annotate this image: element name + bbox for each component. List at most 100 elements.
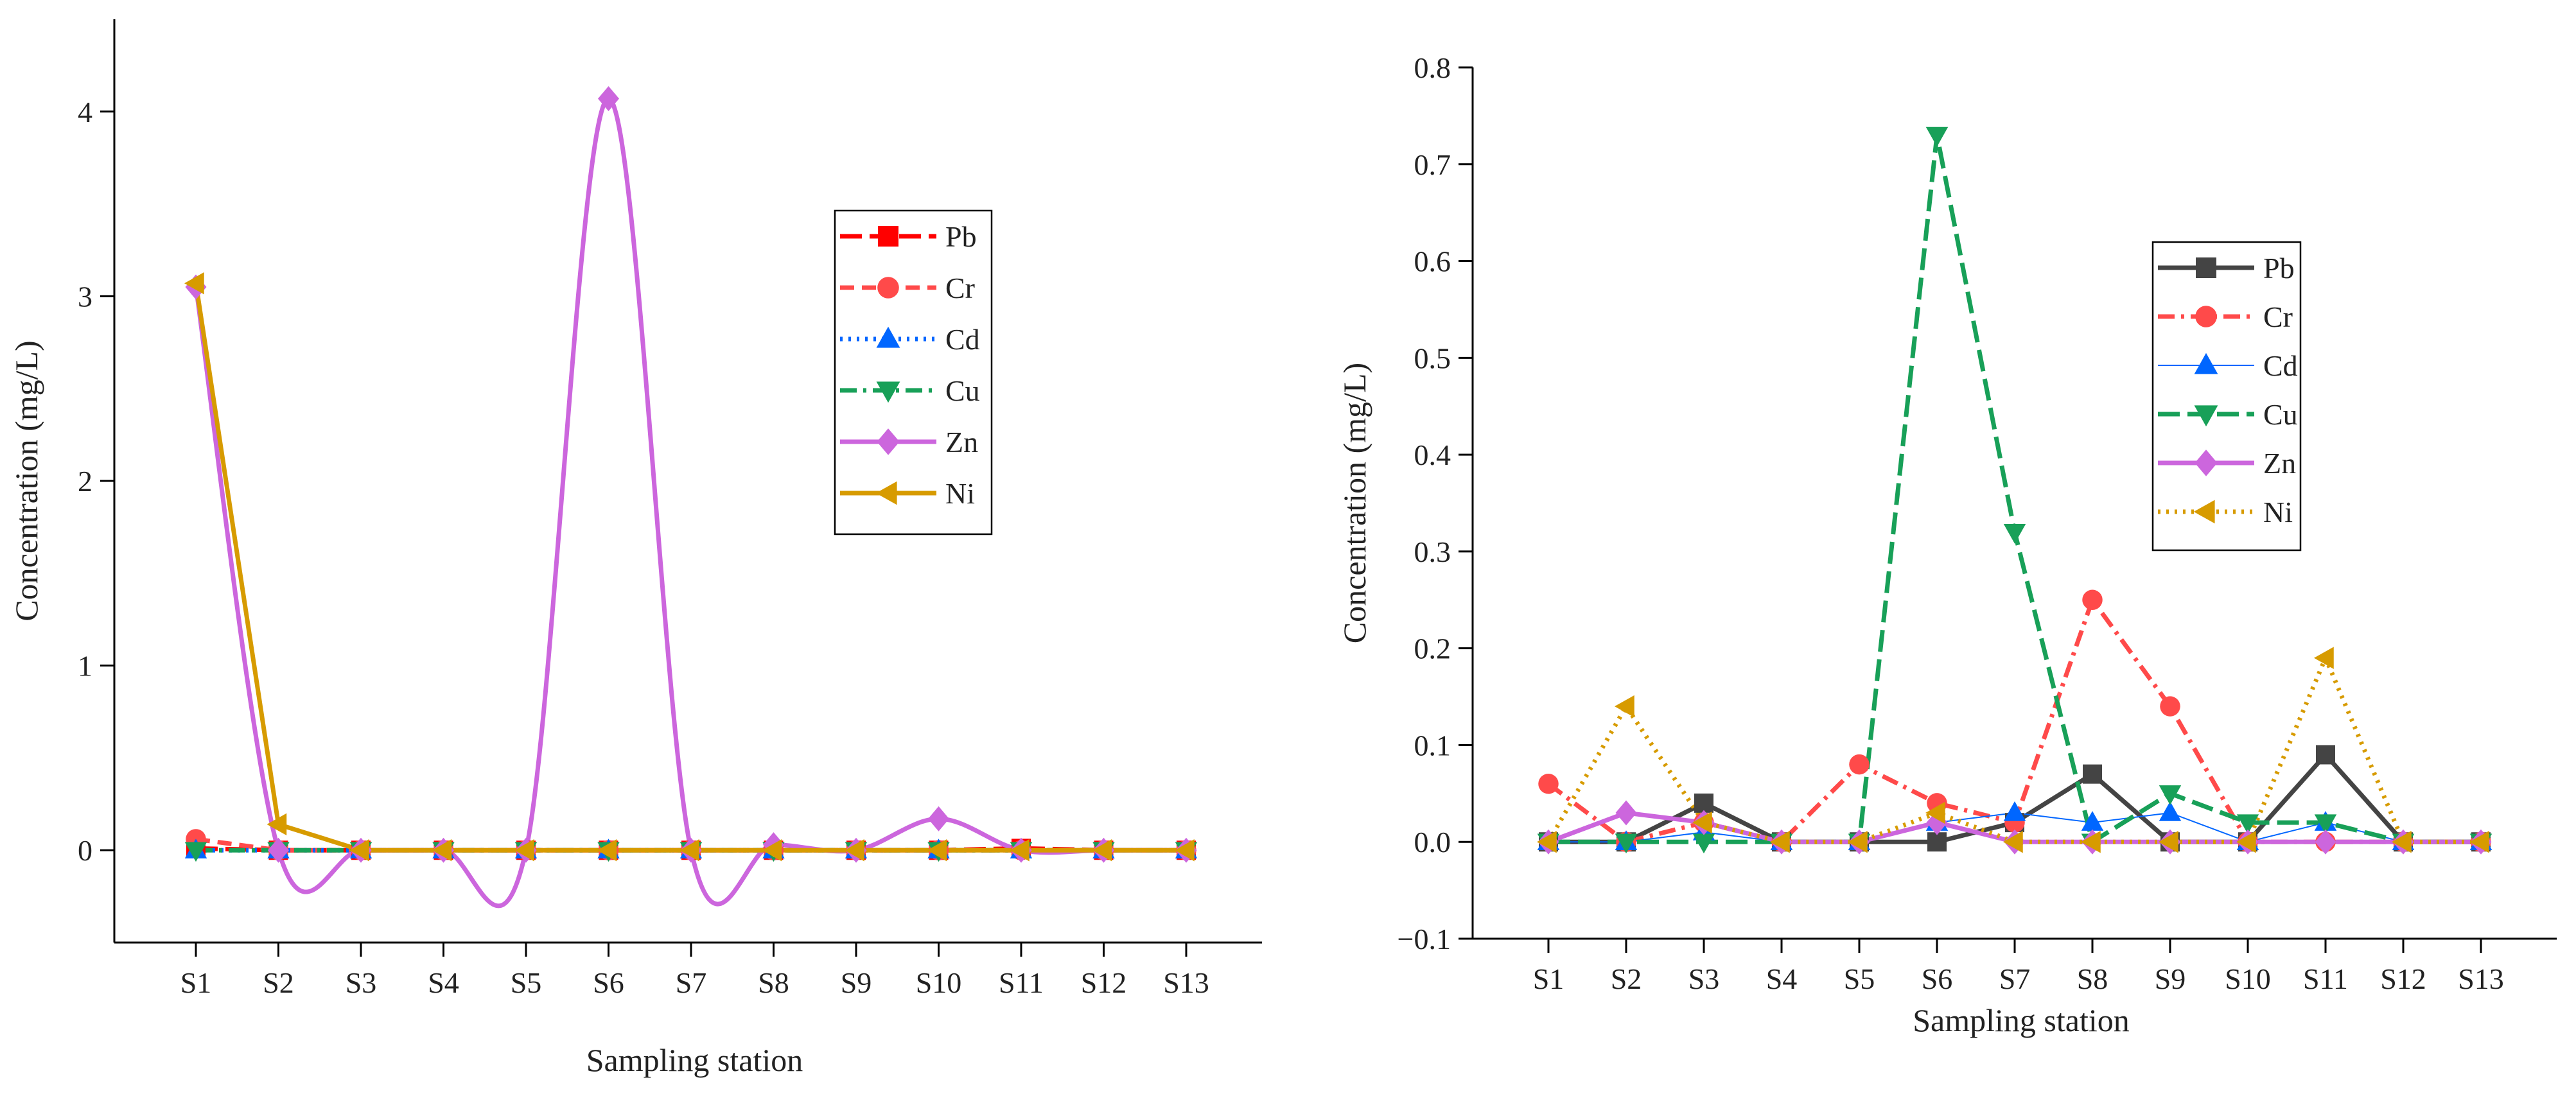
point-cd (2159, 801, 2182, 821)
point-cu (2003, 523, 2026, 544)
legend-label-cu: Cu (945, 374, 980, 407)
point-cu (2236, 814, 2259, 835)
point-ni (2236, 830, 2256, 853)
legend-box (834, 209, 993, 535)
series-line-ni (193, 283, 1186, 853)
x-tick-label: S2 (263, 966, 294, 999)
x-tick-label: S3 (1688, 962, 1720, 995)
y-axis-title: Concentration (mg/L) (1336, 363, 1372, 643)
y-tick-label: 4 (78, 96, 92, 128)
x-tick-label: S12 (2380, 962, 2426, 995)
point-ni (2469, 830, 2489, 853)
point-ni (2003, 830, 2023, 853)
series-line-cu (1548, 133, 2481, 844)
chart-right-panel: −0.1 0.0 0.1 0.2 0.3 0.4 0.5 0.6 0.7 0.8 S1 S2 S3 S4 S… (1336, 51, 2557, 1038)
point-zn (268, 837, 289, 863)
legend-marker-cu (2194, 405, 2218, 427)
x-tick-label: S9 (841, 966, 872, 999)
point-ni (1925, 801, 1945, 824)
y-tick-label: 0.7 (1414, 148, 1451, 181)
y-tick-label: −0.1 (1398, 923, 1451, 955)
y-tick-label: 0.2 (1414, 632, 1451, 665)
point-ni (2392, 830, 2412, 853)
x-tick-label: S5 (1844, 962, 1875, 995)
y-tick-label: 2 (78, 465, 92, 498)
x-tick-label: S6 (593, 966, 624, 999)
x-tick-label: S10 (2225, 962, 2271, 995)
legend-label-cr: Cr (945, 272, 975, 304)
y-tick-label: 0.6 (1414, 245, 1451, 278)
legend-marker-pb (2196, 257, 2216, 278)
point-ni (2159, 830, 2178, 853)
point-cu (184, 842, 207, 862)
point-zn (2315, 829, 2336, 855)
legend-marker-cu (876, 381, 900, 403)
plot-area (1546, 133, 2481, 844)
legend-marker-pb (878, 226, 898, 247)
legend-marker-cd (876, 326, 900, 348)
point-ni (2314, 647, 2334, 669)
point-cu (2159, 785, 2182, 805)
legend-label-cu: Cu (2263, 398, 2298, 431)
point-ni (432, 839, 452, 862)
point-ni (267, 813, 287, 836)
legend-marker-cr (2195, 306, 2217, 327)
legend-marker-ni (2193, 500, 2215, 524)
legend-label-pb: Pb (2263, 252, 2295, 284)
point-ni (349, 839, 369, 862)
y-tick-label: 0.4 (1414, 439, 1451, 471)
legend-label-zn: Zn (2263, 447, 2296, 480)
y-tick-label: 0 (78, 834, 92, 867)
point-ni (2081, 830, 2101, 853)
point-ni (1537, 830, 1557, 853)
y-tick-label: 0.8 (1414, 51, 1451, 84)
legend: Pb Cr Cd Cu Zn Ni (2151, 241, 2302, 552)
point-pb (2316, 745, 2335, 765)
point-ni (1010, 839, 1030, 862)
legend: Pb Cr Cd Cu Zn Ni (834, 209, 993, 535)
x-tick-label: S7 (676, 966, 707, 999)
x-tick-label: S1 (180, 966, 212, 999)
x-tick-label: S11 (2303, 962, 2348, 995)
point-ni (762, 839, 782, 862)
x-axis-title: Sampling station (586, 1042, 803, 1078)
point-ni (679, 839, 699, 862)
x-tick-label: S12 (1081, 966, 1127, 999)
x-tick-label: S13 (2458, 962, 2504, 995)
x-tick-label: S4 (428, 966, 459, 999)
x-axis-title: Sampling station (1913, 1002, 2130, 1038)
point-ni (1692, 811, 1712, 834)
point-ni (845, 839, 864, 862)
point-cd (2081, 811, 2104, 831)
x-tick-label: S4 (1766, 962, 1798, 995)
point-pb (2083, 764, 2102, 784)
point-ni (927, 839, 947, 862)
legend-label-cr: Cr (2263, 300, 2293, 333)
x-tick-label: S9 (2155, 962, 2186, 995)
y-tick-label: 0.1 (1414, 729, 1451, 761)
legend-marker-ni (875, 481, 897, 505)
point-ni (1615, 695, 1634, 718)
point-zn (598, 86, 619, 112)
legend-marker-zn (2195, 449, 2218, 476)
y-tick-label: 1 (78, 650, 92, 683)
x-tick-label: S10 (916, 966, 962, 999)
legend-marker-cr (877, 277, 899, 299)
x-tick-label: S6 (1922, 962, 1953, 995)
point-ni (184, 272, 204, 295)
x-tick-label: S11 (999, 966, 1044, 999)
point-pb (1694, 793, 1713, 813)
point-ni (1770, 830, 1790, 853)
point-zn (928, 806, 949, 831)
y-axis-title: Concentration (mg/L) (8, 340, 44, 621)
y-tick-label: 3 (78, 280, 92, 313)
point-cr (1538, 774, 1559, 794)
point-pb (1927, 832, 1947, 852)
x-tick-label: S2 (1611, 962, 1642, 995)
series-line-zn (193, 96, 1186, 909)
point-zn (1615, 800, 1637, 826)
legend-label-cd: Cd (2263, 349, 2298, 382)
legend-label-ni: Ni (2263, 496, 2293, 528)
x-tick-label: S8 (2077, 962, 2108, 995)
